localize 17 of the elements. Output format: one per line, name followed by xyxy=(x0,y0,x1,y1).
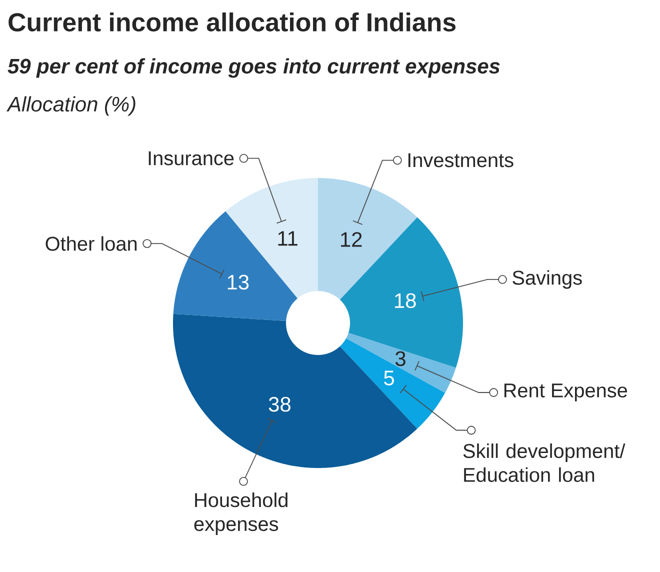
slice-label: Household expenses xyxy=(194,492,288,536)
data-label: 18 xyxy=(395,293,416,308)
data-label: 12 xyxy=(341,232,362,247)
chart-subtitle: 59 per cent of income goes into current expenses xyxy=(8,58,500,78)
data-label: 11 xyxy=(278,231,298,246)
slice-label: Insurance xyxy=(148,151,234,166)
slice-label: Other loan xyxy=(46,236,137,251)
chart-title: Current income allocation of Indians xyxy=(8,12,456,32)
slice-label: Skill development/ Education loan xyxy=(463,443,626,482)
slice-label: Investments xyxy=(408,153,514,168)
data-label: 13 xyxy=(228,274,249,290)
data-label: 38 xyxy=(268,396,290,412)
slice-label: Rent Expense xyxy=(504,384,628,402)
data-label: 3 xyxy=(395,351,406,366)
text: Allocation (%) xyxy=(6,96,136,116)
slice-label: Savings xyxy=(512,270,582,289)
data-label: 5 xyxy=(384,370,394,386)
